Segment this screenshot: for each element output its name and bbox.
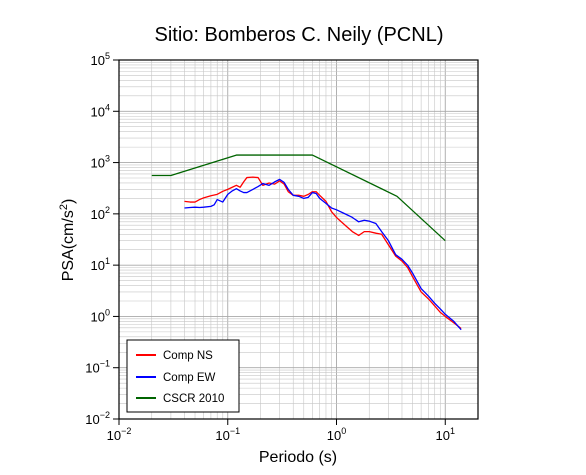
plot-frame	[118, 59, 479, 420]
y-tick-label: 101	[91, 256, 110, 273]
x-tick-label: 101	[436, 426, 455, 443]
series-line-comp-ew	[184, 178, 462, 331]
y-tick-label: 100	[91, 307, 110, 324]
legend-label-ew: Comp EW	[163, 372, 216, 384]
y-tick-label: 10−2	[85, 410, 110, 427]
y-axis-label-end: )	[60, 199, 77, 204]
x-tick-labels: 10−2 10−1 100 101	[107, 419, 455, 443]
legend: Comp NS Comp EW CSCR 2010	[126, 339, 240, 413]
x-tick-label: 10−1	[215, 426, 240, 443]
y-tick-label: 104	[91, 102, 110, 119]
legend-label-ns: Comp NS	[163, 350, 213, 362]
x-tick-label: 10−2	[107, 426, 132, 443]
y-tick-label: 102	[91, 205, 110, 222]
y-tick-label: 10−1	[85, 359, 110, 376]
chart-title: Sitio: Bomberos C. Neily (PCNL)	[155, 24, 444, 46]
y-axis-label-sup: 2	[58, 204, 70, 210]
y-axis-label-main: PSA(cm/s	[60, 210, 77, 281]
legend-label-cscr: CSCR 2010	[163, 393, 224, 405]
y-axis-label: PSA(cm/s2)	[58, 199, 77, 282]
y-tick-label: 103	[91, 154, 110, 171]
y-tick-labels: 10−2 10−1 100 101 102 103 104 105	[85, 51, 119, 427]
series-line-comp-ns	[184, 176, 462, 330]
series-layer	[151, 154, 462, 331]
y-tick-label: 105	[91, 51, 110, 68]
grid	[118, 59, 479, 420]
series-line-cscr-2010	[151, 154, 446, 242]
x-axis-label: Periodo (s)	[259, 449, 337, 466]
x-tick-label: 100	[327, 426, 346, 443]
